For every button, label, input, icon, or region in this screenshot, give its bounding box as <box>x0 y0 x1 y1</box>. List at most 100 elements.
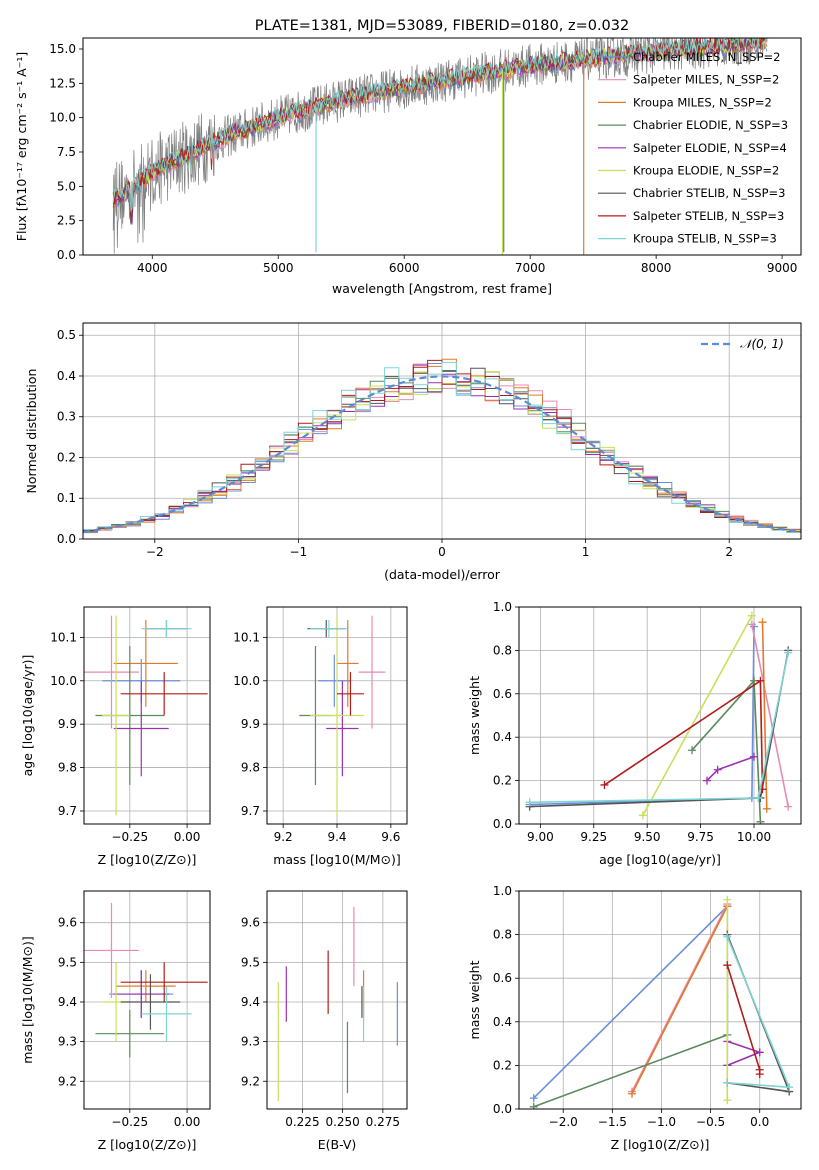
x-axis-label: E(B-V) <box>318 1137 357 1152</box>
axes-frame <box>266 890 408 1110</box>
y-tick-label: 9.3 <box>241 1035 260 1049</box>
y-axis-label: mass weight <box>467 676 482 755</box>
marker-salpeter_elodie <box>713 765 722 774</box>
y-tick-label: 9.5 <box>58 955 77 969</box>
legend-spectrum: Chabrier MILES, N_SSP=2 Salpeter MILES, N… <box>598 50 788 246</box>
y-tick-label: 9.3 <box>58 1035 77 1049</box>
histogram-kroupa_stelib <box>83 361 801 533</box>
x-axis-label: (data-model)/error <box>384 567 501 582</box>
model-curve-salpeter_stelib <box>112 38 768 218</box>
axes-frame <box>518 890 802 1110</box>
x-tick-label: 9.00 <box>527 830 554 844</box>
marker-chabrier_miles <box>529 1094 538 1103</box>
y-tick-label: 0.6 <box>493 687 512 701</box>
plot-area-residuals <box>83 358 801 534</box>
marker-chabrier_elodie <box>756 817 765 824</box>
y-tick-label: 0.0 <box>57 248 76 262</box>
marker-salpeter_elodie <box>703 776 711 785</box>
x-tick-label: 9.4 <box>327 830 346 844</box>
marker-kroupa_stelib <box>723 1078 732 1087</box>
x-tick-label: 0 <box>438 545 446 559</box>
series-line-chabrier_stelib <box>529 650 789 808</box>
axes-frame <box>83 606 211 825</box>
y-axis-label: Flux [fλ10⁻¹⁷ erg cm⁻² s⁻¹ A⁻¹] <box>14 52 29 241</box>
y-tick-label: 9.8 <box>241 761 260 775</box>
x-tick-label: −1 <box>290 545 308 559</box>
series-line-salpeter_stelib <box>726 964 761 1075</box>
plot-area-mass_vs_ebv <box>277 906 398 1102</box>
y-tick-label: 0.2 <box>493 774 512 788</box>
x-tick-label: 4000 <box>137 261 168 275</box>
y-axis-label: mass [log10(M/M⊙)] <box>20 936 35 1064</box>
axes-mass_vs_Z: −0.25 0.00 9.2 9.3 9.4 9.5 9.6 Z [log10(Z/Z⊙)] m… <box>20 890 211 1152</box>
series-line-kroupa_elodie <box>642 615 753 816</box>
marker-kroupa_elodie <box>723 1096 732 1105</box>
marker-kroupa_stelib <box>784 648 793 657</box>
x-tick-label: 9.25 <box>580 830 607 844</box>
plot-area-age_vs_mass <box>299 615 386 816</box>
marker-kroupa_miles <box>762 804 771 813</box>
x-tick-label: −2 <box>146 545 164 559</box>
marker-kroupa_elodie <box>747 611 756 620</box>
y-tick-label: 9.7 <box>241 804 260 818</box>
axes-frame <box>518 606 802 825</box>
legend-label: Kroupa MILES, N_SSP=2 <box>633 95 772 109</box>
marker-kroupa_elodie <box>723 895 732 904</box>
x-axis-label: Z [log10(Z/Z⊙)] <box>98 852 197 867</box>
y-tick-label: 0.0 <box>57 532 76 546</box>
y-tick-label: 0.4 <box>493 730 512 744</box>
series-line-chabrier_miles <box>529 626 755 806</box>
y-tick-label: 9.5 <box>241 955 260 969</box>
legend-label: Chabrier ELODIE, N_SSP=3 <box>633 118 788 132</box>
plot-area-massweight_vs_Z <box>529 895 794 1109</box>
y-tick-label: 9.4 <box>241 995 260 1009</box>
marker-salpeter_stelib <box>756 676 765 685</box>
y-tick-label: 9.9 <box>241 717 260 731</box>
axes-frame <box>83 890 211 1110</box>
axes-age_vs_Z: −0.25 0.00 9.7 9.8 9.9 10.0 10.1 Z [log10(Z/Z⊙)… <box>20 606 211 867</box>
marker-salpeter_stelib <box>600 780 609 789</box>
y-tick-label: 0.8 <box>493 928 512 942</box>
y-tick-label: 9.4 <box>58 995 77 1009</box>
marker-salpeter_miles <box>747 620 756 629</box>
y-tick-label: 1.0 <box>493 600 512 614</box>
chart-title: PLATE=1381, MJD=53089, FIBERID=0180, z=0… <box>255 18 629 34</box>
x-tick-label: 10.00 <box>737 830 771 844</box>
series-line-kroupa_miles <box>631 905 729 1095</box>
legend-label: Salpeter MILES, N_SSP=2 <box>633 73 779 87</box>
legend-label: 𝒩(0, 1) <box>740 337 784 351</box>
y-axis-label: mass weight <box>467 960 482 1039</box>
y-tick-label: 7.5 <box>57 145 76 159</box>
marker-kroupa_stelib <box>785 1083 794 1092</box>
y-tick-label: 0.0 <box>493 1102 512 1116</box>
x-tick-label: −0.25 <box>111 1115 148 1129</box>
x-axis-label: wavelength [Angstrom, rest frame] <box>332 281 552 296</box>
x-tick-label: 0.225 <box>285 1115 319 1129</box>
x-tick-label: 0.275 <box>366 1115 400 1129</box>
x-tick-label: 7000 <box>515 261 546 275</box>
y-tick-label: 0.1 <box>57 491 76 505</box>
y-tick-label: 0.4 <box>493 1015 512 1029</box>
x-tick-label: 9.75 <box>687 830 714 844</box>
x-tick-label: 0.250 <box>325 1115 359 1129</box>
y-tick-label: 2.5 <box>57 214 76 228</box>
x-tick-label: −1.0 <box>647 1115 676 1129</box>
y-tick-label: 9.7 <box>58 804 77 818</box>
y-tick-label: 9.2 <box>58 1074 77 1088</box>
x-tick-label: 2 <box>725 545 733 559</box>
marker-kroupa_elodie <box>638 811 647 820</box>
series-line-salpeter_miles <box>631 903 729 1092</box>
y-tick-label: 10.1 <box>233 630 260 644</box>
marker-kroupa_miles <box>758 618 767 627</box>
marker-salpeter_elodie <box>750 752 758 761</box>
y-axis-label: Normed distribution <box>24 369 39 494</box>
x-tick-label: 9000 <box>767 261 798 275</box>
x-tick-label: 0.0 <box>750 1115 769 1129</box>
y-tick-label: 0.0 <box>493 817 512 831</box>
axes-frame <box>82 37 802 256</box>
series-line-chabrier_elodie <box>533 965 729 1108</box>
axes-massweight_vs_age: 9.00 9.25 9.50 9.75 10.00 0.0 0.2 0.4 0.6 0.8 1.0 a… <box>467 600 802 867</box>
x-axis-label: mass [log10(M/M⊙)] <box>273 852 401 867</box>
y-tick-label: 9.6 <box>241 916 260 930</box>
